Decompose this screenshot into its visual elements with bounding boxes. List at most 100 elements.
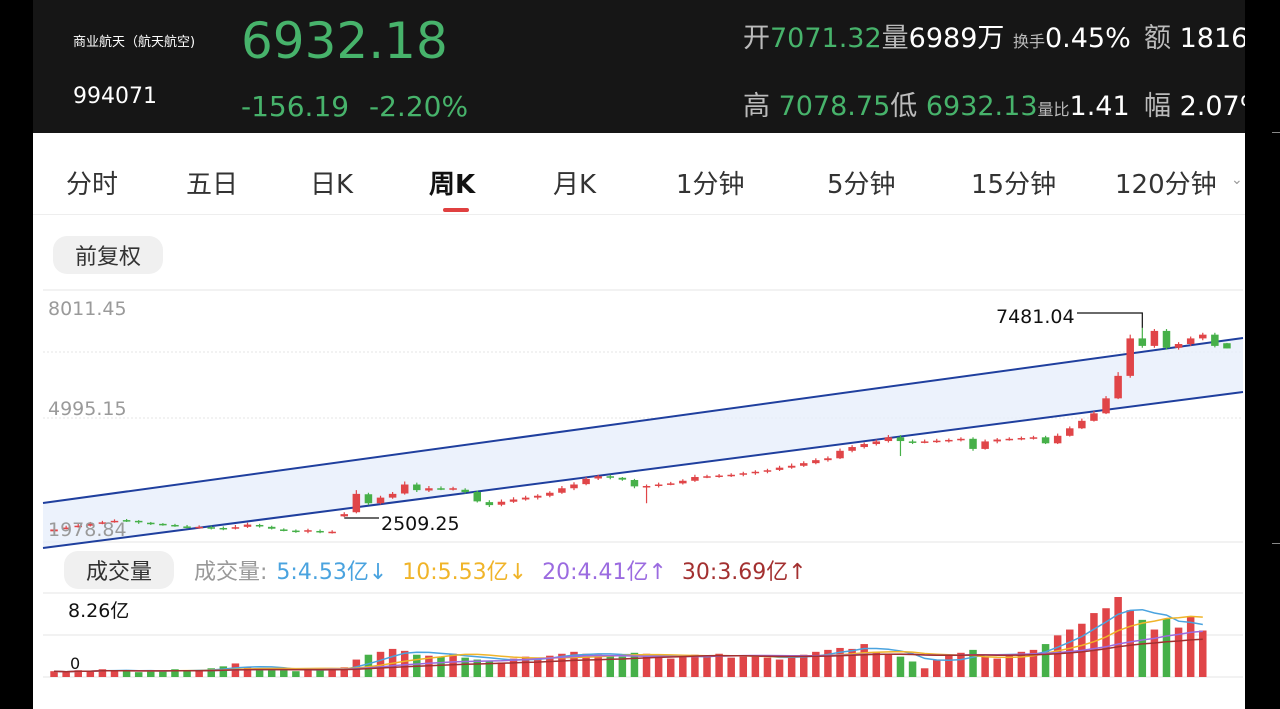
candle-body xyxy=(546,492,554,496)
volume-bar xyxy=(642,653,651,677)
volume-bar xyxy=(280,670,288,677)
quote-header: 商业航天（航天航空) 994071 6932.18 -156.19 -2.20%… xyxy=(33,0,1245,133)
stat-row-1: 开7071.32量6989万 换手0.45% xyxy=(743,16,1131,55)
amplitude-label: 幅 xyxy=(1144,91,1171,122)
high-leader-line xyxy=(1077,312,1143,328)
candle-body xyxy=(848,447,856,451)
low-label: 低 xyxy=(890,91,918,122)
volume-bar xyxy=(521,656,530,677)
candle-body xyxy=(679,480,687,484)
turnover-label: 换手 xyxy=(1012,32,1045,51)
candle-body xyxy=(1066,428,1074,436)
volume-bar xyxy=(933,659,941,677)
tab-intraday[interactable]: 分时 xyxy=(66,170,119,200)
candle-body xyxy=(147,522,155,525)
volume-bar xyxy=(860,644,868,677)
candle-body xyxy=(74,525,82,528)
candle-body xyxy=(1223,343,1231,349)
volume-bar xyxy=(1150,629,1159,677)
volume-bar xyxy=(896,656,905,677)
candle-body xyxy=(618,477,627,480)
tab-1min[interactable]: 1分钟 xyxy=(676,170,745,200)
tab-monthly-k[interactable]: 月K xyxy=(553,170,597,200)
candle-body xyxy=(1078,420,1086,429)
volume-bar xyxy=(618,656,627,677)
volume-bar xyxy=(376,651,385,677)
volume-bar xyxy=(691,654,699,677)
index-name: 商业航天（航天航空) xyxy=(73,35,196,50)
stat-row-2: 高 7078.75低 6932.13量比1.41 xyxy=(743,84,1130,123)
tab-5min[interactable]: 5分钟 xyxy=(827,170,896,200)
candle-body xyxy=(110,520,119,523)
tab-five-day[interactable]: 五日 xyxy=(186,170,239,200)
volume-bar xyxy=(884,653,893,677)
candle-body xyxy=(957,438,965,441)
candle-body xyxy=(207,527,215,529)
candle-body xyxy=(231,527,240,529)
volume-bar xyxy=(400,650,409,677)
candle-body xyxy=(461,489,469,492)
candle-body xyxy=(400,484,409,494)
candle-body xyxy=(1041,437,1050,444)
y-tick-label: 4995.15 xyxy=(48,398,127,420)
candle-body xyxy=(1090,413,1098,421)
volume-bar xyxy=(824,649,832,677)
channel-fill xyxy=(43,338,1243,548)
volume-bar xyxy=(715,653,723,677)
volume-bar xyxy=(50,671,58,677)
candle-body xyxy=(751,471,760,474)
volume-bar xyxy=(957,652,965,677)
candle-body xyxy=(981,441,989,449)
candle-body xyxy=(316,530,324,533)
volume-bar xyxy=(1029,649,1038,677)
candle-body xyxy=(183,526,191,528)
adjust-button[interactable]: 前复权 xyxy=(53,236,164,274)
candle-body xyxy=(376,497,385,504)
chevron-down-icon[interactable]: ⌄ xyxy=(1231,172,1243,188)
volume-bar xyxy=(1162,618,1171,677)
volume-bar xyxy=(74,670,82,677)
candle-body xyxy=(86,523,95,526)
index-code: 994071 xyxy=(73,84,157,109)
volume-ratio-label: 量比 xyxy=(1037,100,1070,119)
axis-labels: 8011.45 4995.15 1978.84 7481.04 2509.25 … xyxy=(48,298,1075,673)
candle-body xyxy=(872,441,881,445)
volume-ratio-value: 1.41 xyxy=(1069,91,1130,122)
candle-body xyxy=(1005,438,1014,441)
ma30-legend: 30:3.69亿↑ xyxy=(681,560,807,585)
volume-bar xyxy=(195,670,203,677)
tab-120min[interactable]: 120分钟 xyxy=(1115,170,1217,200)
volume-bar xyxy=(267,669,276,677)
candle-body xyxy=(304,530,312,532)
last-price: 6932.18 xyxy=(241,12,448,70)
ma5-legend: 5:4.53亿↓ xyxy=(276,560,388,585)
volume-bar xyxy=(1199,630,1207,677)
tab-15min[interactable]: 15分钟 xyxy=(971,170,1057,200)
ma20-legend: 20:4.41亿↑ xyxy=(542,560,667,585)
volume-bar xyxy=(497,662,506,677)
volume-section-button[interactable]: 成交量 xyxy=(64,551,175,589)
volume-bar xyxy=(533,657,542,677)
volume-bar xyxy=(546,655,554,677)
volume-bar xyxy=(1138,619,1147,677)
trend-channel xyxy=(42,337,1244,549)
volume-bar xyxy=(703,655,711,677)
candle-body xyxy=(1053,435,1062,444)
volume-value: 6989万 xyxy=(908,23,1005,54)
channel-upper-line xyxy=(42,337,1244,504)
candle-body xyxy=(836,450,844,459)
volume-bar xyxy=(787,656,796,677)
volume-bar xyxy=(727,657,735,677)
candle-body xyxy=(884,437,893,442)
tab-daily-k[interactable]: 日K xyxy=(310,170,354,200)
volume-max-label: 8.26亿 xyxy=(68,600,129,622)
volume-bar xyxy=(751,655,760,677)
candle-body xyxy=(812,460,820,464)
candle-body xyxy=(98,522,107,524)
amount-value: 1816 xyxy=(1179,23,1245,54)
candle-body xyxy=(1017,438,1026,440)
volume-bar xyxy=(171,669,179,677)
volume-bar xyxy=(304,670,312,677)
candle-body xyxy=(1029,437,1038,439)
tab-weekly-k[interactable]: 周K xyxy=(429,170,476,200)
